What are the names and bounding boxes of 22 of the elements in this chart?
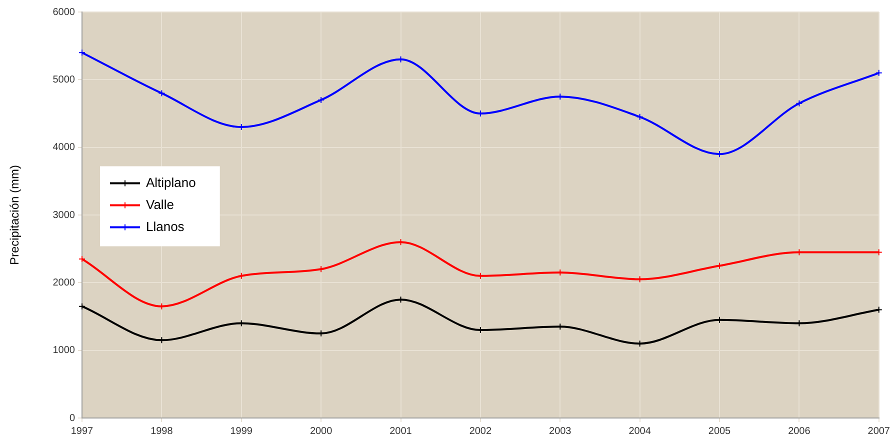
y-axis-title: Precipitación (mm) bbox=[8, 164, 22, 266]
x-tick-label: 1998 bbox=[150, 426, 174, 437]
y-tick-label: 0 bbox=[69, 412, 76, 424]
x-tick-label: 2006 bbox=[788, 426, 811, 437]
x-tick-label: 1997 bbox=[70, 426, 94, 437]
y-tick-label: 6000 bbox=[52, 6, 76, 18]
legend-label: Valle bbox=[146, 196, 174, 212]
legend-label: Llanos bbox=[146, 218, 185, 234]
y-tick-label: 3000 bbox=[52, 210, 76, 221]
x-tick-label: 2001 bbox=[390, 426, 412, 437]
y-tick-label: 4000 bbox=[52, 142, 76, 154]
x-tick-label: 2007 bbox=[868, 426, 890, 437]
x-tick-label: 2000 bbox=[310, 426, 333, 437]
x-tick-label: 1999 bbox=[230, 426, 253, 437]
y-tick-label: 1000 bbox=[52, 345, 76, 356]
x-tick-label: 2005 bbox=[708, 426, 732, 437]
y-tick-label: 2000 bbox=[52, 277, 76, 288]
x-tick-label: 2003 bbox=[549, 426, 572, 437]
x-tick-label: 2004 bbox=[628, 426, 652, 437]
x-tick-label: 2002 bbox=[469, 426, 492, 437]
legend-label: Altiplano bbox=[146, 174, 196, 190]
y-tick-label: 5000 bbox=[52, 74, 76, 86]
